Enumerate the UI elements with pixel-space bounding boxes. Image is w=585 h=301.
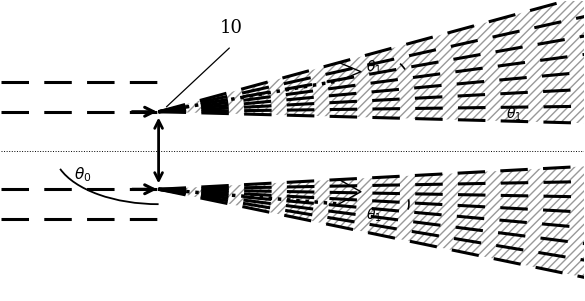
- Text: $\theta_1$: $\theta_1$: [506, 106, 522, 123]
- Text: $\theta_1$: $\theta_1$: [366, 207, 382, 224]
- Text: 10: 10: [220, 19, 243, 37]
- Text: $\theta_0$: $\theta_0$: [74, 165, 92, 184]
- Polygon shape: [159, 165, 585, 283]
- Text: $\theta_1$: $\theta_1$: [366, 58, 382, 76]
- Polygon shape: [159, 0, 585, 124]
